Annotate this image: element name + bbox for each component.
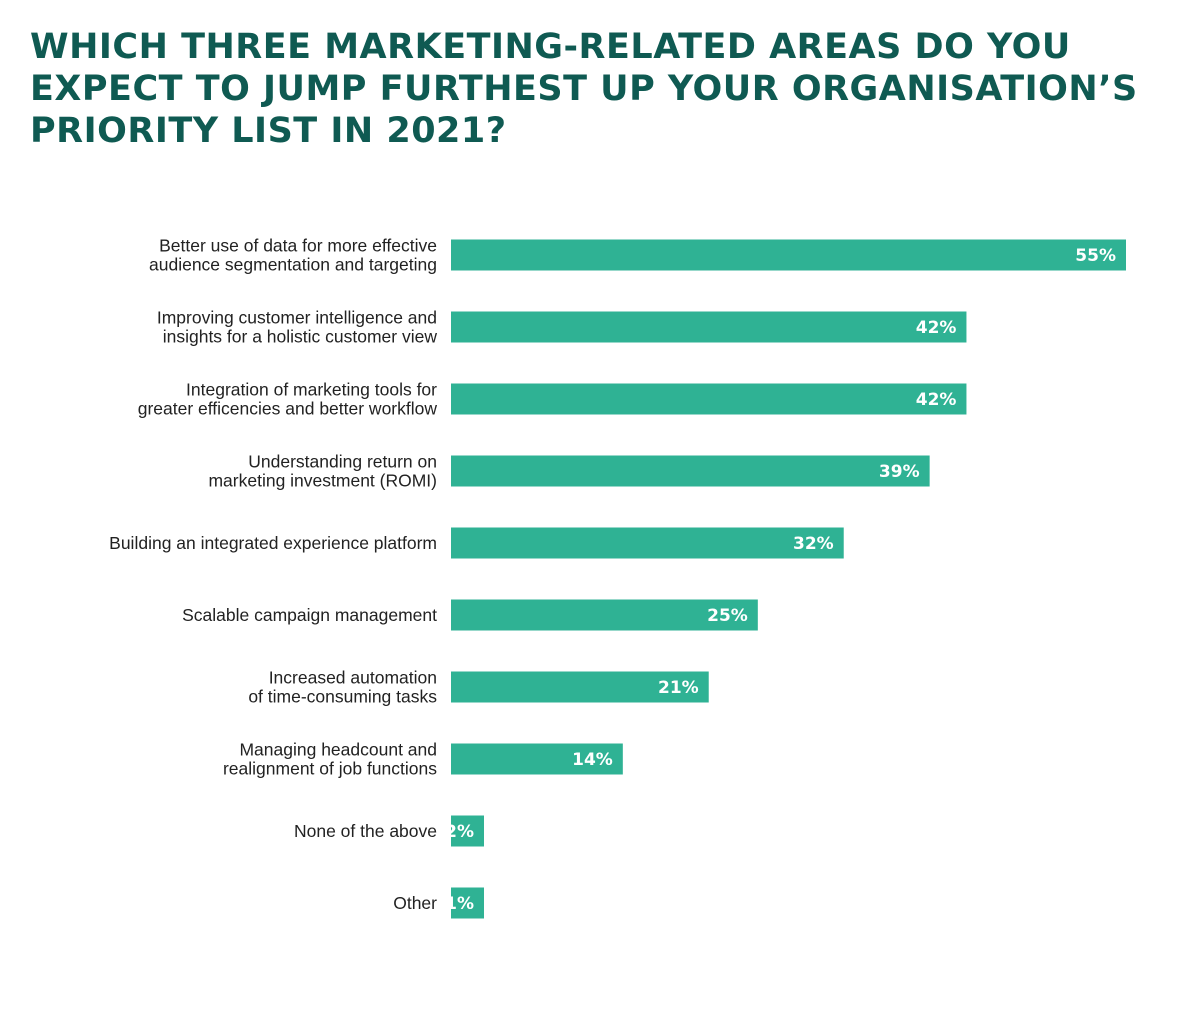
category-label: Building an integrated experience platfo… xyxy=(109,533,437,553)
category-label-line: Other xyxy=(393,893,437,913)
bar xyxy=(451,743,623,775)
bar xyxy=(451,527,844,559)
category-label-line: Increased automation xyxy=(269,668,437,688)
bar xyxy=(451,887,484,919)
category-label-line: Integration of marketing tools for xyxy=(186,380,437,400)
bar xyxy=(451,383,967,415)
category-label-line: Improving customer intelligence and xyxy=(157,308,437,328)
category-label-line: realignment of job functions xyxy=(223,759,437,779)
category-label-line: of time-consuming tasks xyxy=(248,687,437,707)
bar-value-label: 39% xyxy=(879,462,920,482)
bar-value-label: 42% xyxy=(916,318,957,338)
bar xyxy=(451,815,484,847)
bar xyxy=(451,599,758,631)
category-label: Integration of marketing tools for greate… xyxy=(138,380,438,419)
value-labels-group: 55% 42% 42% 39% 32% 25% 21% 14% 2% 1% xyxy=(445,246,1116,914)
category-label-line: Building an integrated experience platfo… xyxy=(109,533,437,553)
category-labels-group: Better use of data for more effective aud… xyxy=(109,236,437,914)
bar-value-label: 32% xyxy=(793,534,834,554)
bar xyxy=(451,671,709,703)
category-label: Better use of data for more effective aud… xyxy=(149,236,437,275)
chart-title: Which three marketing-related areas do y… xyxy=(30,27,1138,151)
category-label-line: audience segmentation and targeting xyxy=(149,255,437,275)
category-label: Managing headcount and realignment of job… xyxy=(223,740,437,779)
category-label-line: marketing investment (ROMI) xyxy=(208,471,437,491)
bar xyxy=(451,239,1126,271)
category-label-line: None of the above xyxy=(294,821,437,841)
bar xyxy=(451,311,967,343)
bar-value-label: 42% xyxy=(916,390,957,410)
category-label: Increased automation of time-consuming ta… xyxy=(248,668,437,707)
bar xyxy=(451,455,930,487)
bar-value-label: 1% xyxy=(445,894,474,914)
category-label-line: Managing headcount and xyxy=(239,740,437,760)
bar-value-label: 21% xyxy=(658,678,699,698)
category-label: Scalable campaign management xyxy=(182,605,437,625)
category-label: Improving customer intelligence and insig… xyxy=(157,308,438,347)
category-label-line: insights for a holistic customer view xyxy=(163,327,438,347)
bar-value-label: 25% xyxy=(707,606,748,626)
category-label-line: Better use of data for more effective xyxy=(159,236,437,256)
category-label-line: Understanding return on xyxy=(248,452,437,472)
category-label-line: greater efficencies and better workflow xyxy=(138,399,438,419)
bar-value-label: 2% xyxy=(445,822,474,842)
category-label: Other xyxy=(393,893,437,913)
bar-value-label: 55% xyxy=(1075,246,1116,266)
category-label: Understanding return on marketing investm… xyxy=(208,452,437,491)
category-label-line: Scalable campaign management xyxy=(182,605,437,625)
bar-value-label: 14% xyxy=(572,750,613,770)
bars-group xyxy=(451,239,1126,919)
category-label: None of the above xyxy=(294,821,437,841)
